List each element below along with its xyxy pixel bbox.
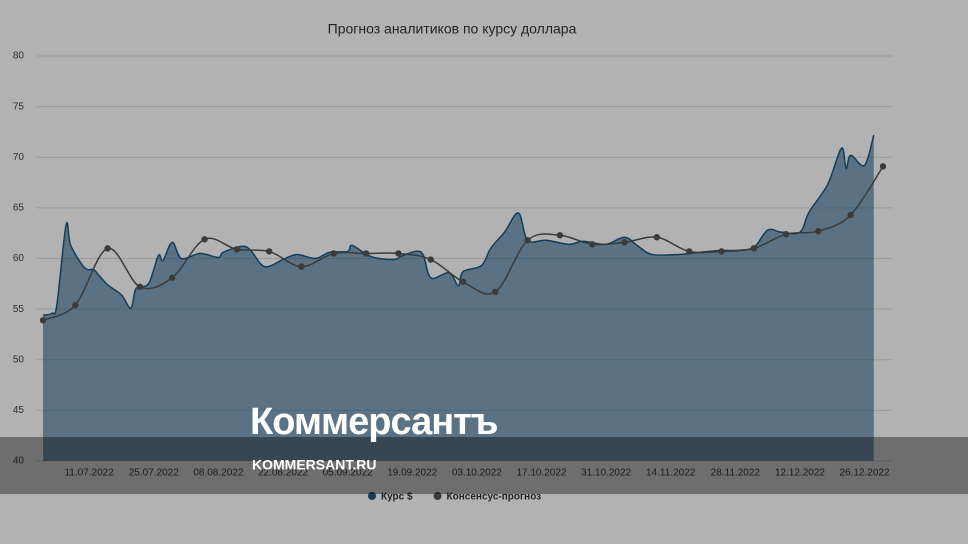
legend-marker	[433, 492, 442, 500]
x-tick-label: 14.11.2022	[646, 468, 696, 479]
marker	[201, 236, 208, 243]
marker	[685, 248, 693, 255]
marker	[39, 317, 47, 324]
marker	[492, 288, 499, 296]
marker	[459, 278, 467, 285]
x-tick-label: 12.12.2022	[775, 468, 825, 479]
marker	[104, 245, 111, 252]
y-tick-label: 45	[13, 405, 25, 416]
marker	[879, 163, 887, 170]
legend-label[interactable]: Консенсус-прогноз	[447, 492, 542, 503]
marker	[589, 241, 596, 248]
marker	[653, 234, 661, 241]
marker	[330, 250, 337, 257]
marker	[72, 301, 79, 309]
y-tick-label: 55	[13, 304, 25, 315]
x-tick-label: 08.08.2022	[193, 468, 243, 479]
legend-label[interactable]: Курс $	[381, 492, 413, 503]
watermark-site: KOMMERSANT.RU	[252, 457, 376, 473]
marker	[362, 250, 370, 257]
marker	[750, 245, 757, 252]
x-tick-label: 17.10.2022	[516, 468, 566, 479]
legend-marker	[368, 492, 376, 500]
marker	[621, 239, 628, 246]
x-tick-label: 25.07.2022	[129, 468, 179, 479]
y-tick-label: 60	[13, 253, 25, 264]
marker	[169, 274, 176, 281]
marker	[136, 283, 144, 291]
x-tick-label: 05.09.2022	[323, 468, 373, 479]
y-tick-label: 75	[13, 101, 25, 112]
x-tick-label: 19.09.2022	[387, 468, 437, 479]
y-tick-label: 70	[13, 152, 25, 163]
marker	[298, 263, 305, 270]
y-tick-label: 80	[13, 51, 25, 62]
marker	[233, 246, 241, 253]
area	[43, 134, 874, 461]
chart-title: Прогноз аналитиков по курсу доллара	[328, 21, 577, 37]
watermark-logo: Коммерсантъ	[250, 401, 498, 443]
marker	[847, 211, 854, 219]
x-tick-label: 22.08.2022	[258, 468, 308, 479]
marker	[265, 248, 273, 255]
marker	[524, 237, 531, 244]
x-tick-label: 28.11.2022	[711, 468, 761, 479]
watermark-band	[0, 437, 968, 494]
y-tick-label: 65	[13, 203, 25, 214]
x-tick-label: 11.07.2022	[64, 468, 114, 479]
y-tick-label: 50	[13, 354, 25, 365]
marker	[815, 227, 822, 235]
marker	[427, 256, 434, 263]
x-tick-label: 31.10.2022	[581, 468, 631, 479]
marker	[556, 232, 564, 239]
plot: 40 45 50 55 60 65 70 75 80 11.07.2022 25.07.2022 08…	[13, 51, 892, 503]
x-tick-label: 26.12.2022	[840, 468, 890, 479]
y-tick-label: 40	[13, 456, 25, 467]
marker	[395, 250, 402, 257]
x-tick-label: 03.10.2022	[452, 468, 502, 479]
marker	[718, 248, 725, 255]
marker	[782, 231, 790, 238]
